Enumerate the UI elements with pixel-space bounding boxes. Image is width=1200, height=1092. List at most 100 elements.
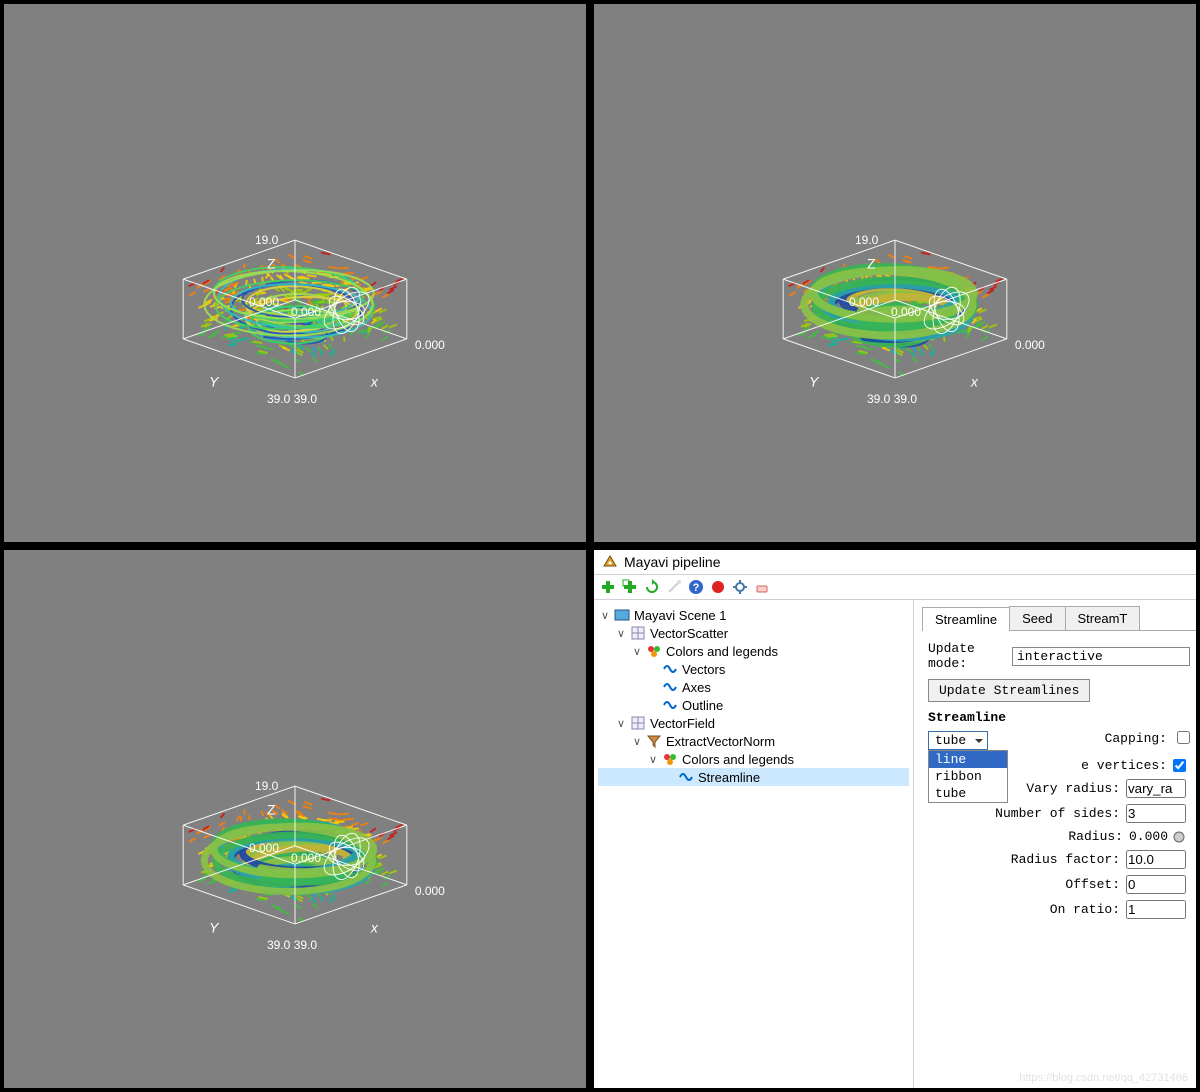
pipeline-panel: Mayavi pipeline ? ∨ Mayavi Scene 1 ∨ Vector…: [590, 546, 1200, 1092]
radius-factor-input[interactable]: [1126, 850, 1186, 869]
update-mode-input[interactable]: [1012, 647, 1190, 666]
on-ratio-label: On ratio:: [1050, 902, 1120, 917]
dropdown-option-ribbon[interactable]: ribbon: [929, 768, 1007, 785]
tree-item-vectorscatter[interactable]: ∨ VectorScatter: [598, 624, 909, 642]
tree-item-label: ExtractVectorNorm: [666, 734, 775, 749]
toolbar-eraser-icon[interactable]: [752, 577, 772, 597]
tree-item-mayavi-scene-1[interactable]: ∨ Mayavi Scene 1: [598, 606, 909, 624]
viewport-top-left[interactable]: xYZ19.00.0000.0000.00039.0 39.0: [0, 0, 590, 546]
number-of-sides-input[interactable]: [1126, 804, 1186, 823]
radius-label: Radius:: [1068, 829, 1123, 844]
tree-item-label: VectorScatter: [650, 626, 728, 641]
window-title-bar: Mayavi pipeline: [594, 550, 1196, 575]
toolbar-add2-icon[interactable]: [620, 577, 640, 597]
tree-item-label: Colors and legends: [666, 644, 778, 659]
viewport-bottom-left[interactable]: x Y Z 19.0 0.000 0.000 0.000 39.0 39.0: [0, 546, 590, 1092]
tree-item-label: Axes: [682, 680, 711, 695]
offset-input[interactable]: [1126, 875, 1186, 894]
tab-seed[interactable]: Seed: [1009, 606, 1065, 630]
svg-text:Z: Z: [267, 255, 276, 271]
svg-text:0.000: 0.000: [891, 305, 921, 319]
svg-text:0.000: 0.000: [1015, 338, 1045, 352]
window-title: Mayavi pipeline: [624, 554, 721, 570]
svg-text:0.000: 0.000: [291, 851, 321, 865]
vertices-label: e vertices:: [1081, 758, 1167, 773]
capping-checkbox[interactable]: [1177, 731, 1190, 744]
update-streamlines-button[interactable]: Update Streamlines: [928, 679, 1090, 702]
tree-twisty-icon[interactable]: ∨: [614, 627, 628, 640]
toolbar-help-icon[interactable]: ?: [686, 577, 706, 597]
toolbar-refresh-icon[interactable]: [642, 577, 662, 597]
tab-streamt[interactable]: StreamT: [1065, 606, 1141, 630]
tree-item-colors-and-legends[interactable]: ∨ Colors and legends: [598, 642, 909, 660]
tree-twisty-icon[interactable]: ∨: [646, 753, 660, 766]
tree-twisty-icon[interactable]: ∨: [614, 717, 628, 730]
grid-icon: [630, 715, 646, 731]
toolbar-record-icon[interactable]: [708, 577, 728, 597]
streamline-section-title: Streamline: [928, 710, 1190, 725]
mayavi-icon: [602, 554, 618, 570]
palette-icon: [662, 751, 678, 767]
svg-text:Y: Y: [209, 919, 220, 935]
tree-item-streamline[interactable]: Streamline: [598, 768, 909, 786]
streamline-type-select[interactable]: tube line ribbon tube: [928, 731, 988, 750]
tabs: Streamline Seed StreamT: [922, 606, 1196, 631]
tree-item-outline[interactable]: Outline: [598, 696, 909, 714]
tree-item-label: Outline: [682, 698, 723, 713]
module-icon: [662, 679, 678, 695]
svg-text:0.000: 0.000: [415, 338, 445, 352]
svg-text:19.0: 19.0: [255, 233, 279, 247]
module-icon: [678, 769, 694, 785]
svg-text:x: x: [370, 919, 379, 935]
number-of-sides-label: Number of sides:: [995, 806, 1120, 821]
svg-text:x: x: [370, 373, 379, 389]
streamline-type-dropdown[interactable]: line ribbon tube: [928, 750, 1008, 803]
tree-item-vectors[interactable]: Vectors: [598, 660, 909, 678]
svg-text:Y: Y: [809, 373, 820, 389]
tree-item-label: Streamline: [698, 770, 760, 785]
module-icon: [662, 697, 678, 713]
svg-text:19.0: 19.0: [255, 779, 279, 793]
svg-text:Z: Z: [867, 255, 876, 271]
svg-text:Z: Z: [267, 801, 276, 817]
grid-icon: [630, 625, 646, 641]
tree-twisty-icon[interactable]: ∨: [598, 609, 612, 622]
toolbar-wand-icon[interactable]: [664, 577, 684, 597]
tree-item-colors-and-legends[interactable]: ∨ Colors and legends: [598, 750, 909, 768]
tree-item-axes[interactable]: Axes: [598, 678, 909, 696]
radius-value: 0.000: [1129, 829, 1168, 844]
svg-text:0.000: 0.000: [249, 841, 279, 855]
dropdown-option-line[interactable]: line: [929, 751, 1007, 768]
tree-item-label: Colors and legends: [682, 752, 794, 767]
tree-item-label: Mayavi Scene 1: [634, 608, 727, 623]
svg-text:19.0: 19.0: [855, 233, 879, 247]
svg-text:?: ?: [693, 582, 700, 594]
scene-icon: [614, 607, 630, 623]
tree-item-label: Vectors: [682, 662, 725, 677]
toolbar-add-icon[interactable]: [598, 577, 618, 597]
toolbar-gear-icon[interactable]: [730, 577, 750, 597]
tree-item-vectorfield[interactable]: ∨ VectorField: [598, 714, 909, 732]
module-icon: [662, 661, 678, 677]
radius-slider-icon[interactable]: [1172, 830, 1186, 844]
radius-factor-label: Radius factor:: [1011, 852, 1120, 867]
viewport-top-right[interactable]: xYZ19.00.0000.0000.00039.0 39.0: [590, 0, 1200, 546]
tree-twisty-icon[interactable]: ∨: [630, 645, 644, 658]
svg-text:39.0 39.0: 39.0 39.0: [867, 392, 917, 406]
properties-pane: Streamline Seed StreamT Update mode: Upd…: [914, 600, 1196, 1088]
toolbar: ?: [594, 575, 1196, 600]
tab-streamline[interactable]: Streamline: [922, 607, 1010, 631]
vary-radius-label: Vary radius:: [1026, 781, 1120, 796]
svg-text:x: x: [970, 373, 979, 389]
vertices-checkbox[interactable]: [1173, 759, 1186, 772]
tree-twisty-icon[interactable]: ∨: [630, 735, 644, 748]
vary-radius-input[interactable]: [1126, 779, 1186, 798]
svg-text:0.000: 0.000: [415, 884, 445, 898]
svg-text:39.0 39.0: 39.0 39.0: [267, 938, 317, 952]
svg-text:0.000: 0.000: [291, 305, 321, 319]
dropdown-option-tube[interactable]: tube: [929, 785, 1007, 802]
on-ratio-input[interactable]: [1126, 900, 1186, 919]
tree-item-extractvectornorm[interactable]: ∨ ExtractVectorNorm: [598, 732, 909, 750]
tree-item-label: VectorField: [650, 716, 715, 731]
svg-text:0.000: 0.000: [249, 295, 279, 309]
